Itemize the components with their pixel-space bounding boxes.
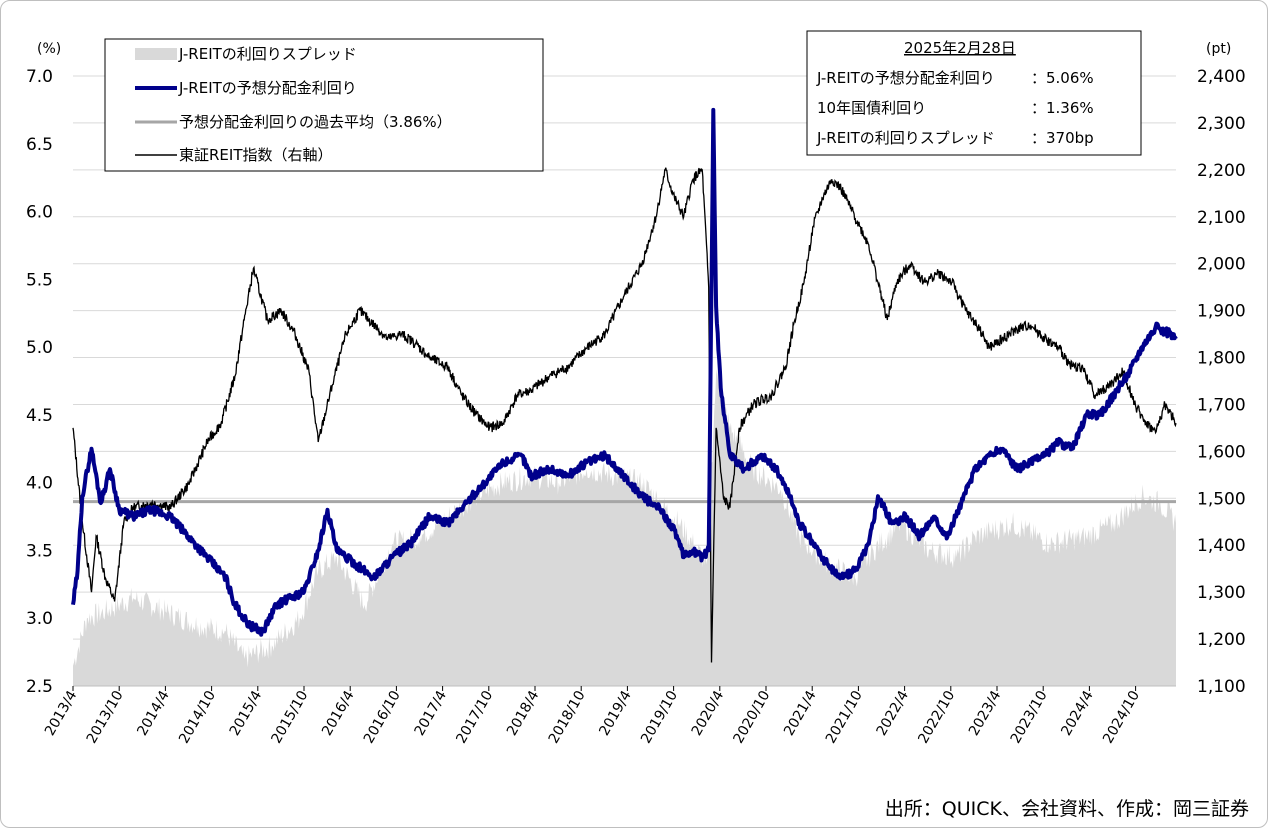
legend-box (104, 38, 544, 172)
x-tick-label: 2017/10 (453, 688, 496, 746)
left-axis-unit: (%) (37, 41, 61, 57)
left-tick-label: 4.5 (26, 406, 53, 426)
left-tick-label: 3.0 (26, 609, 53, 629)
x-tick-label: 2014/4 (134, 688, 173, 739)
x-tick-label: 2018/10 (546, 688, 589, 746)
x-tick-label: 2014/10 (176, 688, 219, 746)
left-tick-label: 4.0 (26, 474, 53, 494)
right-tick-label: 1,800 (1197, 349, 1246, 369)
yield-line-layer (71, 107, 1178, 637)
info-label-yield: J-REITの予想分配金利回り (816, 69, 995, 87)
info-value-spread: ：370bp (1031, 129, 1094, 147)
x-tick-label: 2021/10 (823, 688, 866, 746)
right-tick-label: 2,200 (1197, 161, 1246, 181)
reit-index-line-layer (72, 167, 1177, 663)
x-tick-label: 2015/4 (227, 688, 266, 739)
info-date: 2025年2月28日 (904, 39, 1016, 57)
info-value-yield: ：5.06% (1031, 69, 1094, 87)
left-axis-ticks: 7.0 6.5 6.0 5.5 5.0 4.5 4.0 3.5 3.0 2.5 (26, 67, 53, 697)
right-tick-label: 1,200 (1197, 630, 1246, 650)
right-tick-label: 1,300 (1197, 583, 1246, 603)
x-tick-label: 2013/10 (84, 688, 127, 746)
right-tick-label: 1,600 (1197, 442, 1246, 462)
right-tick-label: 2,400 (1197, 67, 1246, 87)
right-tick-label: 1,700 (1197, 395, 1246, 415)
x-tick-label: 2020/4 (689, 688, 728, 739)
right-tick-label: 1,900 (1197, 302, 1246, 322)
left-tick-label: 2.5 (26, 677, 53, 697)
spread-area (73, 369, 1176, 686)
reit-index-line (72, 167, 1177, 663)
left-tick-label: 5.5 (26, 270, 53, 290)
left-tick-label: 7.0 (26, 67, 53, 87)
x-tick-label: 2020/10 (731, 688, 774, 746)
x-tick-label: 2024/10 (1100, 688, 1143, 746)
right-tick-label: 2,300 (1197, 114, 1246, 134)
x-tick-label: 2019/4 (596, 688, 635, 739)
x-tick-label: 2023/4 (966, 688, 1005, 739)
x-tick-label: 2021/4 (781, 688, 820, 739)
legend-label-yield: J-REITの予想分配金利回り (178, 79, 357, 97)
right-tick-label: 2,100 (1197, 208, 1246, 228)
x-tick-label: 2023/10 (1008, 688, 1051, 746)
legend-label-spread: J-REITの利回りスプレッド (178, 45, 357, 63)
right-tick-label: 1,400 (1197, 536, 1246, 556)
legend-swatch-spread (135, 48, 177, 60)
x-tick-label: 2017/4 (412, 688, 451, 739)
legend-label-average: 予想分配金利回りの過去平均（3.86%） (179, 113, 452, 131)
left-tick-label: 6.0 (26, 203, 53, 223)
legend-label-index: 東証REIT指数（右軸） (179, 146, 333, 164)
right-tick-label: 1,100 (1197, 677, 1246, 697)
info-box-border (806, 30, 1142, 156)
x-tick-label: 2015/10 (269, 688, 312, 746)
x-tick-label: 2022/10 (915, 688, 958, 746)
spread-area-layer (73, 369, 1176, 686)
left-tick-label: 6.5 (26, 135, 53, 155)
info-box: 2025年2月28日 J-REITの予想分配金利回り ：5.06% 10年国債利… (806, 30, 1142, 156)
x-tick-label: 2016/10 (361, 688, 404, 746)
x-tick-label: 2016/4 (319, 688, 358, 739)
right-tick-label: 2,000 (1197, 255, 1246, 275)
left-tick-label: 5.0 (26, 338, 53, 358)
yield-line (71, 107, 1178, 637)
info-label-spread: J-REITの利回りスプレッド (816, 129, 995, 147)
right-tick-label: 1,500 (1197, 489, 1246, 509)
right-axis-unit: (pt) (1206, 41, 1231, 57)
left-tick-label: 3.5 (26, 541, 53, 561)
info-label-jgb: 10年国債利回り (817, 99, 926, 117)
info-value-jgb: ：1.36% (1031, 99, 1094, 117)
source-note: 出所：QUICK、会社資料、作成：岡三証券 (885, 798, 1249, 820)
x-tick-label: 2022/4 (874, 688, 913, 739)
x-tick-label: 2024/4 (1058, 688, 1097, 739)
right-axis-ticks: 2,400 2,300 2,200 2,100 2,000 1,900 1,800 1,700… (1197, 67, 1246, 697)
x-tick-label: 2018/4 (504, 688, 543, 739)
x-tick-label: 2019/10 (638, 688, 681, 746)
x-axis-ticks: 2013/4 2013/10 2014/4 2014/10 2015/4 2015/10 2… (42, 686, 1143, 746)
legend: J-REITの利回りスプレッド J-REITの予想分配金利回り 予想分配金利回り… (104, 38, 544, 172)
